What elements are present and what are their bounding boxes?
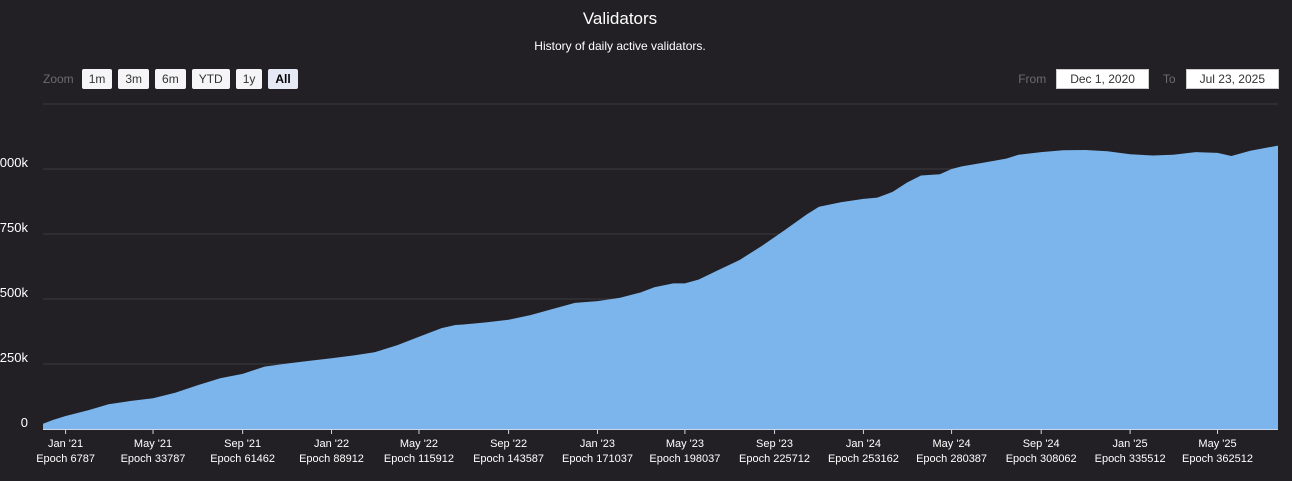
- y-tick-label: 1000k: [0, 155, 28, 170]
- x-tick-label: Jan '23: [580, 438, 615, 450]
- zoom-1m-button[interactable]: 1m: [81, 69, 113, 89]
- x-tick-label: May '21: [134, 438, 172, 450]
- chart-subtitle: History of daily active validators.: [534, 39, 706, 53]
- chart-title: Validators: [582, 9, 658, 28]
- y-axis: 0 250k 500k 750k 1000k: [0, 155, 28, 430]
- zoom-6m-button[interactable]: 6m: [155, 69, 186, 89]
- x-tick-label: Sep '24: [1023, 438, 1060, 450]
- to-label: To: [1162, 72, 1176, 86]
- x-tick-epoch-label: Epoch 253162: [828, 453, 899, 465]
- x-tick-epoch-label: Epoch 171037: [562, 453, 633, 465]
- from-label: From: [1018, 72, 1047, 86]
- x-tick-label: Sep '22: [490, 438, 527, 450]
- x-tick-label: May '25: [1198, 438, 1236, 450]
- y-tick-label: 500k: [0, 285, 28, 300]
- x-tick-label: Jan '24: [846, 438, 881, 450]
- x-tick-epoch-label: Epoch 61462: [210, 453, 275, 465]
- x-tick-label: May '24: [932, 438, 970, 450]
- x-tick-label: May '23: [666, 438, 704, 450]
- zoom-3m-button[interactable]: 3m: [118, 69, 150, 89]
- x-tick-epoch-label: Epoch 225712: [739, 453, 810, 465]
- y-tick-label: 250k: [0, 350, 28, 365]
- x-tick-epoch-label: Epoch 308062: [1006, 453, 1077, 465]
- x-tick-epoch-label: Epoch 280387: [916, 453, 987, 465]
- x-axis: Jan '21 Epoch 6787 May '21 Epoch 33787 Sep '…: [36, 429, 1278, 465]
- zoom-1y-button[interactable]: 1y: [235, 69, 263, 89]
- x-tick-label: Jan '22: [314, 438, 349, 450]
- x-tick-epoch-label: Epoch 6787: [36, 453, 95, 465]
- date-range-selector: From Dec 1, 2020 To Jul 23, 2025: [1010, 69, 1279, 89]
- x-tick-epoch-label: Epoch 362512: [1182, 453, 1253, 465]
- y-tick-label: 750k: [0, 220, 28, 235]
- zoom-label: Zoom: [43, 72, 74, 86]
- zoom-ytd-button[interactable]: YTD: [191, 69, 230, 89]
- x-tick-epoch-label: Epoch 143587: [473, 453, 544, 465]
- x-tick-epoch-label: Epoch 33787: [121, 453, 186, 465]
- x-tick-epoch-label: Epoch 115912: [384, 453, 454, 465]
- zoom-controls: Zoom 1m 3m 6m YTD 1y All: [43, 69, 298, 89]
- x-tick-label: Sep '21: [224, 438, 261, 450]
- from-date-input[interactable]: Dec 1, 2020: [1056, 69, 1149, 89]
- x-tick-epoch-label: Epoch 335512: [1095, 453, 1166, 465]
- x-tick-label: May '22: [400, 438, 438, 450]
- zoom-all-button[interactable]: All: [268, 69, 298, 89]
- validators-area: [43, 145, 1278, 429]
- x-tick-label: Jan '21: [48, 438, 83, 450]
- y-tick-label: 0: [21, 415, 28, 430]
- x-tick-label: Sep '23: [756, 438, 793, 450]
- x-tick-label: Jan '25: [1113, 438, 1148, 450]
- to-date-input[interactable]: Jul 23, 2025: [1185, 69, 1279, 89]
- x-tick-epoch-label: Epoch 88912: [299, 453, 364, 465]
- x-tick-epoch-label: Epoch 198037: [649, 453, 720, 465]
